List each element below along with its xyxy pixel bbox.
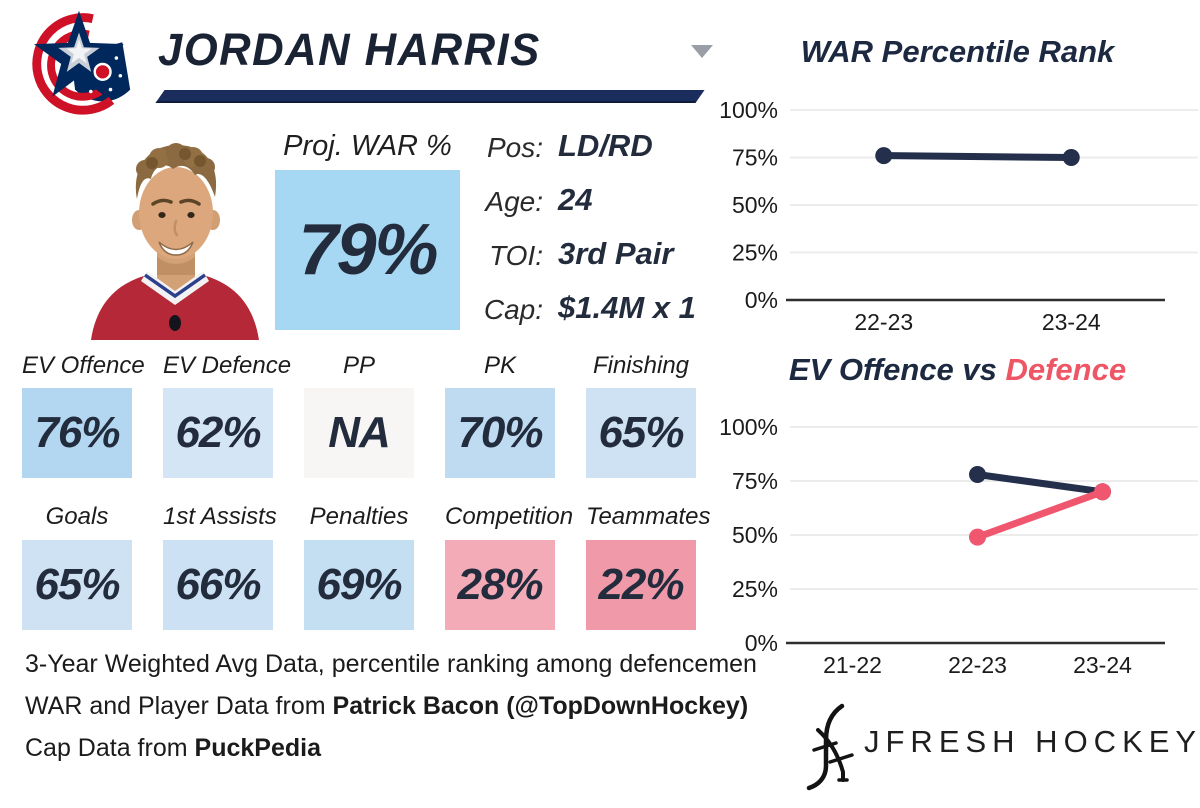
- stat-value: 22%: [598, 560, 684, 609]
- stat-tile-competition: 28%: [445, 540, 555, 630]
- brand-wordmark: JFRESH HOCKEY: [864, 724, 1200, 759]
- stat-tile-1st-assists: 66%: [163, 540, 273, 630]
- stat-label-competition: Competition: [445, 503, 574, 530]
- svg-text:100%: 100%: [720, 414, 778, 440]
- svg-text:23-24: 23-24: [1042, 309, 1101, 335]
- toi-value: 3rd Pair: [558, 236, 674, 271]
- stat-label-goals: Goals: [45, 503, 109, 530]
- ev-offence-defence-chart: 0% 25% 50% 75% 100% 21-22 22-23 23-24: [719, 400, 1198, 690]
- stat-label-1st-assists: 1st Assists: [163, 503, 277, 530]
- stat-tile-penalties: 69%: [304, 540, 414, 630]
- stat-value: 28%: [457, 560, 543, 609]
- player-select-caret-icon[interactable]: [691, 45, 713, 58]
- svg-text:50%: 50%: [732, 192, 778, 218]
- svg-text:50%: 50%: [732, 522, 778, 548]
- pos-label: Pos:: [486, 132, 543, 163]
- war-chart-title: WAR Percentile Rank: [800, 34, 1115, 69]
- stat-label-pk: PK: [483, 352, 516, 379]
- footer-note-war-source: WAR and Player Data from Patrick Bacon (…: [25, 692, 749, 720]
- svg-text:22-23: 22-23: [948, 652, 1007, 678]
- svg-text:22-23: 22-23: [854, 309, 913, 335]
- stat-tile-ev-offence: 76%: [22, 388, 132, 478]
- pos-value: LD/RD: [558, 128, 653, 163]
- team-logo-blue-jackets-icon: [32, 10, 131, 115]
- player-name[interactable]: JORDAN HARRIS: [158, 24, 541, 75]
- toi-label: TOI:: [489, 240, 543, 271]
- cap-source-credit: PuckPedia: [194, 734, 321, 762]
- stat-label-teammates: Teammates: [586, 503, 711, 530]
- stat-tile-finishing: 65%: [586, 388, 696, 478]
- stat-label-pp: PP: [342, 352, 375, 379]
- stat-value: 65%: [598, 408, 684, 457]
- stat-label-ev-offence: EV Offence: [22, 352, 145, 379]
- proj-war-label: Proj. WAR %: [283, 130, 452, 162]
- name-underline: [155, 90, 705, 103]
- stat-label-ev-defence: EV Defence: [163, 352, 292, 379]
- svg-text:0%: 0%: [745, 287, 778, 313]
- svg-text:75%: 75%: [732, 145, 778, 171]
- svg-text:25%: 25%: [732, 240, 778, 266]
- stat-tile-teammates: 22%: [586, 540, 696, 630]
- stat-value: 70%: [457, 408, 543, 457]
- svg-text:75%: 75%: [732, 468, 778, 494]
- war-percentile-chart: 0% 25% 50% 75% 100% 22-23 23-24: [719, 80, 1198, 355]
- stat-value: 65%: [34, 560, 120, 609]
- proj-war-box: 79%: [275, 170, 460, 330]
- jfresh-monogram-icon: [806, 703, 854, 791]
- player-photo: [91, 143, 259, 340]
- stat-tile-pp: NA: [304, 388, 414, 478]
- stat-tile-goals: 65%: [22, 540, 132, 630]
- stat-value: NA: [328, 408, 391, 457]
- svg-text:21-22: 21-22: [823, 652, 882, 678]
- age-value: 24: [558, 182, 593, 217]
- proj-war-value: 79%: [298, 210, 438, 290]
- cap-value: $1.4M x 1: [558, 290, 696, 325]
- svg-text:25%: 25%: [732, 576, 778, 602]
- stat-value: 69%: [316, 560, 402, 609]
- stat-value: 62%: [175, 408, 261, 457]
- stat-label-finishing: Finishing: [592, 352, 690, 379]
- stat-value: 76%: [34, 408, 120, 457]
- stat-tile-ev-defence: 62%: [163, 388, 273, 478]
- age-label: Age:: [485, 186, 543, 217]
- svg-text:23-24: 23-24: [1073, 652, 1132, 678]
- footer-note-cap-source: Cap Data from PuckPedia: [25, 734, 321, 762]
- stat-value: 66%: [175, 560, 261, 609]
- svg-text:100%: 100%: [720, 97, 778, 123]
- stat-tile-pk: 70%: [445, 388, 555, 478]
- footer-note-methodology: 3-Year Weighted Avg Data, percentile ran…: [25, 650, 757, 678]
- ev-chart-title: EV Offence vs Defence: [788, 352, 1127, 387]
- cap-label: Cap:: [483, 294, 543, 325]
- svg-text:0%: 0%: [745, 630, 778, 656]
- stat-label-penalties: Penalties: [309, 503, 409, 530]
- war-source-credit: Patrick Bacon (@TopDownHockey): [332, 692, 749, 720]
